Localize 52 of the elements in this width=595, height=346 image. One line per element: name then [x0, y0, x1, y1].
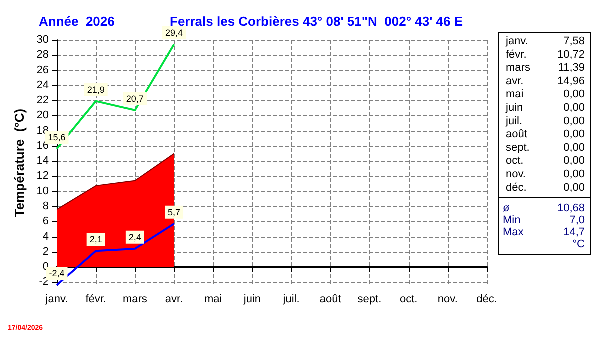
x-tick-label: mai: [204, 294, 222, 306]
data-label: -2,4: [49, 268, 65, 279]
text: janv. 7,58: [506, 36, 585, 48]
x-tick-label: déc.: [476, 294, 498, 306]
text: Min 7,0: [503, 214, 585, 226]
data-label: 29,4: [166, 28, 184, 38]
data-label: 15,6: [48, 132, 66, 142]
text: oct. 0,00: [506, 155, 585, 168]
x-tick-label: avr.: [165, 294, 184, 306]
text: juil. 0,00: [506, 115, 585, 128]
data-label: 21,9: [87, 84, 105, 95]
text: sept. 0,00: [506, 142, 585, 154]
data-label: 20,7: [126, 94, 144, 104]
y-tick-label: 22: [36, 94, 49, 107]
text: août 0,00: [506, 128, 585, 141]
x-tick-label: juil.: [282, 294, 300, 306]
text: mars 11,39: [506, 62, 585, 74]
y-tick-label: 2: [42, 246, 49, 258]
y-tick-label: 12: [36, 170, 49, 182]
text: févr. 10,72: [506, 48, 585, 61]
x-tick-label: juin: [242, 294, 262, 306]
y-tick-label: 26: [36, 64, 49, 76]
text: Max 14,7: [503, 226, 585, 238]
y-tick-label: 24: [36, 79, 49, 92]
text: juin 0,00: [506, 102, 585, 114]
y-tick-label: 28: [36, 49, 49, 62]
y-axis-title: Température (°C): [12, 108, 27, 218]
x-tick-label: févr.: [86, 294, 106, 306]
x-tick-label: nov.: [438, 294, 458, 306]
text: °C: [572, 238, 586, 250]
text: avr. 14,96: [506, 75, 585, 88]
y-tick-label: 8: [42, 200, 49, 213]
text: nov. 0,00: [506, 168, 585, 180]
x-tick-label: mars: [122, 294, 148, 306]
y-tick-label: 20: [36, 110, 49, 122]
x-tick-label: sept.: [358, 294, 382, 306]
text: mai 0,00: [506, 88, 585, 101]
y-tick-label: 10: [36, 185, 49, 198]
y-tick-label: 4: [42, 230, 49, 243]
text: ø 10,68: [503, 202, 585, 214]
x-tick-label: janv.: [44, 294, 68, 306]
data-label: 2,1: [90, 234, 102, 245]
y-tick-label: 14: [36, 155, 49, 168]
chart-title: Année 2026: [39, 14, 115, 29]
chart-subtitle: Ferrals les Corbières 43° 08' 51"N 002° 43' 46 E: [170, 14, 464, 29]
x-tick-label: oct.: [400, 294, 418, 306]
y-tick-label: 30: [36, 34, 49, 46]
data-label: 5,7: [168, 207, 181, 218]
x-tick-label: août: [320, 294, 342, 306]
data-label: 2,4: [128, 232, 142, 242]
y-tick-label: 6: [42, 216, 49, 228]
text: déc. 0,00: [506, 182, 585, 194]
